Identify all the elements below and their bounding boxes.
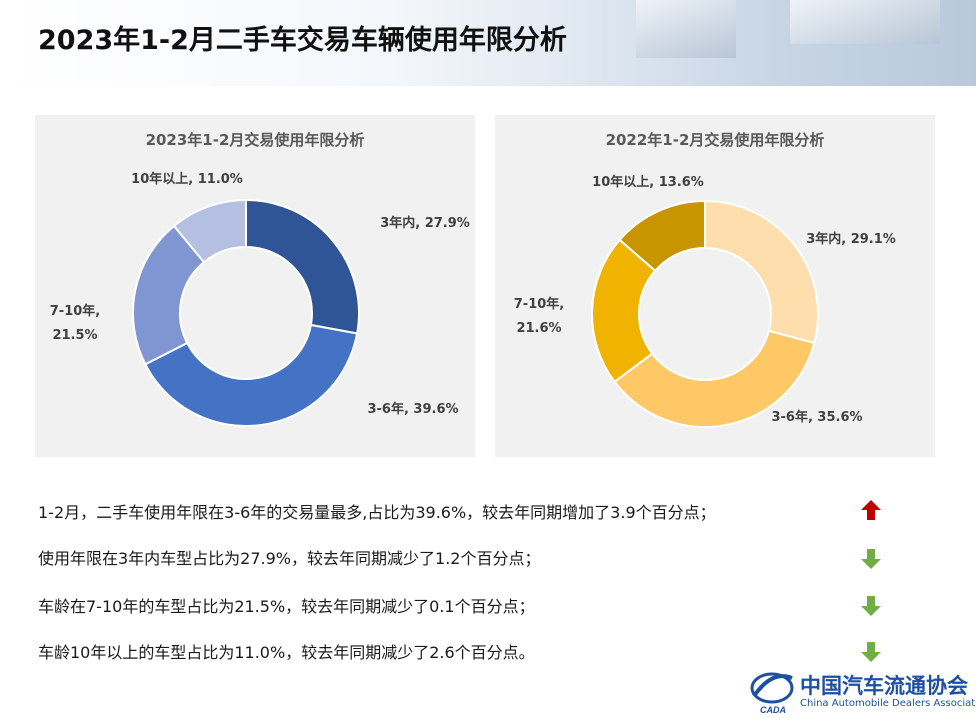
data-label: 3-6年, 35.6% xyxy=(771,409,862,425)
note-over-10-years: 车龄10年以上的车型占比为11.0%，较去年同期减少了2.6个百分点。 xyxy=(38,643,535,662)
data-label: 7-10年, 21.5% xyxy=(50,303,100,343)
donut-slice-3年内 xyxy=(704,199,819,345)
arrow-down-icon xyxy=(861,549,881,569)
logo-name-en: China Automobile Dealers Association xyxy=(800,698,976,709)
arrow-down-icon xyxy=(861,596,881,616)
data-label: 7-10年, 21.6% xyxy=(514,296,564,336)
page-title: 2023年1-2月二手车交易车辆使用年限分析 xyxy=(38,25,567,56)
banner-decoration xyxy=(790,0,940,44)
chart-title: 2022年1-2月交易使用年限分析 xyxy=(605,131,825,149)
cada-logo-icon: CADA xyxy=(750,672,794,715)
header-banner xyxy=(0,0,976,86)
donut-slice-10年以上 xyxy=(618,199,706,273)
chart-title: 2023年1-2月交易使用年限分析 xyxy=(145,131,365,149)
banner-decoration xyxy=(636,0,736,58)
data-label: 10年以上, 13.6% xyxy=(592,174,704,190)
data-label: 10年以上, 11.0% xyxy=(131,171,243,187)
chart-panel-2022: 2022年1-2月交易使用年限分析 3年内, 29.1% 3-6年, 35.6% 7… xyxy=(495,115,935,457)
donut-chart-2023: 3年内, 27.9% 3-6年, 39.6% 7-10年, 21.5% 10年以上, 1… xyxy=(50,171,470,427)
donut-chart-2022: 3年内, 29.1% 3-6年, 35.6% 7-10年, 21.6% 10年以上, 1… xyxy=(514,174,896,428)
note-7-10-years: 车龄在7-10年的车型占比为21.5%，较去年同期减少了0.1个百分点； xyxy=(38,597,535,616)
donut-slice-3-6年 xyxy=(613,329,816,428)
logo-name-cn: 中国汽车流通协会 xyxy=(800,673,968,698)
donut-slice-3年内 xyxy=(245,198,360,335)
note-3-6-years: 1-2月，二手车使用年限在3-6年的交易量最多,占比为39.6%，较去年同期增加… xyxy=(38,503,716,522)
data-label: 3年内, 27.9% xyxy=(380,215,470,231)
arrow-down-icon xyxy=(861,642,881,662)
data-label: 3-6年, 39.6% xyxy=(367,401,458,417)
arrow-up-icon xyxy=(861,500,881,520)
chart-panel-2023: 2023年1-2月交易使用年限分析 3年内, 27.9% 3-6年, 39.6% 7… xyxy=(35,115,475,457)
logo-abbr: CADA xyxy=(760,705,786,715)
cada-logo: CADA 中国汽车流通协会 China Automobile Dealers A… xyxy=(748,666,976,718)
donut-slice-3-6年 xyxy=(143,323,359,427)
data-label: 3年内, 29.1% xyxy=(806,231,896,247)
note-within-3-years: 使用年限在3年内车型占比为27.9%，较去年同期减少了1.2个百分点； xyxy=(38,549,541,568)
donut-slice-10年以上 xyxy=(172,198,247,264)
